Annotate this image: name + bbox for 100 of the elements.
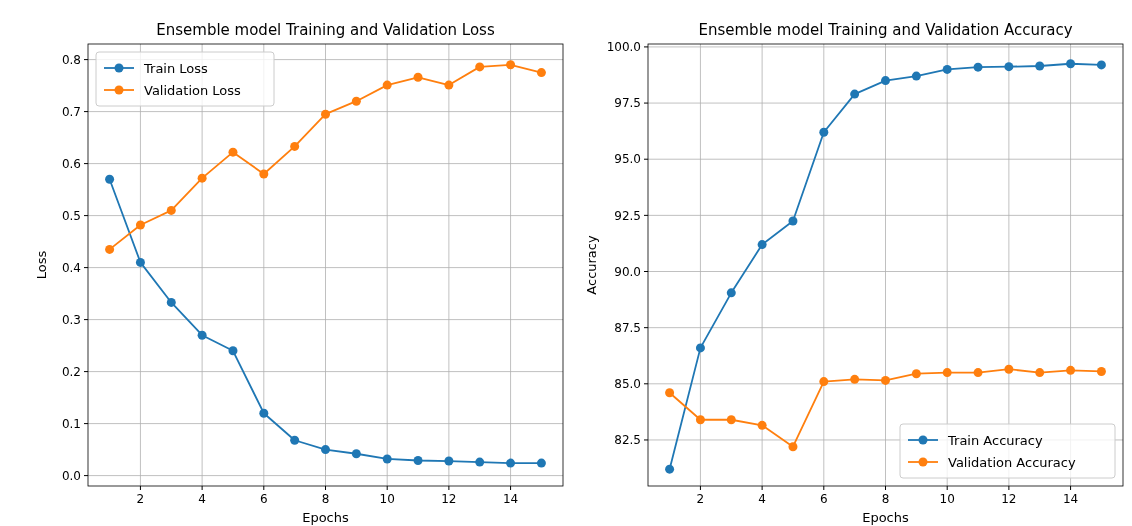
x-tick-label: 2 — [136, 492, 145, 506]
y-tick-label: 0.4 — [61, 260, 81, 275]
point — [444, 456, 454, 466]
point — [166, 297, 176, 307]
legend-label: Train Loss — [143, 60, 209, 76]
x-tick-label: 2 — [696, 492, 705, 506]
point — [536, 68, 546, 78]
point — [788, 442, 798, 452]
x-tick-label: 12 — [441, 492, 457, 506]
point — [726, 288, 736, 298]
point — [973, 62, 983, 72]
point — [321, 109, 330, 119]
x-tick-label: 6 — [819, 492, 828, 506]
point — [506, 458, 516, 468]
point — [695, 343, 705, 353]
point — [351, 96, 361, 106]
chart-title: Ensemble model Training and Validation Loss — [156, 21, 495, 39]
point — [105, 174, 115, 184]
x-tick-label: 8 — [881, 492, 890, 506]
y-axis-title: Loss — [34, 250, 49, 280]
y-tick-label: 0.6 — [61, 156, 81, 171]
point — [819, 127, 829, 137]
point — [444, 80, 454, 90]
y-tick-label: 85.0 — [614, 377, 641, 392]
point — [850, 89, 860, 99]
y-tick-label: 0.0 — [61, 468, 81, 483]
point — [413, 72, 423, 82]
y-tick-label: 0.7 — [61, 104, 81, 119]
x-tick-label: 14 — [502, 492, 519, 506]
point — [290, 435, 300, 445]
point — [259, 169, 269, 179]
point — [135, 257, 145, 267]
y-tick-label: 82.5 — [614, 433, 641, 448]
y-tick-label: 95.0 — [614, 152, 641, 167]
point — [757, 240, 767, 250]
point — [726, 415, 736, 425]
point — [757, 420, 767, 430]
point — [942, 368, 952, 378]
point — [1096, 60, 1106, 70]
y-tick-label: 0.5 — [61, 208, 81, 223]
legend-label: Validation Loss — [144, 82, 242, 98]
point — [228, 147, 238, 157]
point — [475, 457, 485, 467]
chart-title: Ensemble model Training and Validation Accuracy — [698, 21, 1073, 39]
point — [290, 141, 300, 151]
point — [259, 408, 269, 418]
point — [506, 60, 516, 70]
point — [1096, 366, 1106, 376]
point — [665, 388, 675, 398]
point — [665, 464, 675, 474]
x-tick-label: 12 — [1001, 492, 1017, 506]
x-tick-label: 10 — [379, 492, 395, 506]
y-tick-label: 92.5 — [614, 208, 641, 223]
point — [536, 458, 546, 468]
x-axis-title: Epochs — [862, 510, 910, 525]
y-tick-label: 97.5 — [614, 96, 641, 111]
y-tick-label: 100.0 — [606, 40, 641, 55]
point — [1066, 59, 1076, 69]
y-tick-label: 0.2 — [61, 364, 81, 379]
point — [881, 375, 890, 385]
x-tick-label: 8 — [321, 492, 330, 506]
y-tick-label: 0.8 — [61, 52, 81, 67]
point — [105, 244, 115, 254]
point — [197, 173, 207, 183]
x-tick-label: 10 — [939, 492, 955, 506]
point — [1004, 62, 1014, 72]
x-tick-label: 6 — [259, 492, 268, 506]
point — [1035, 368, 1045, 378]
x-tick-label: 14 — [1062, 492, 1079, 506]
point — [819, 377, 829, 387]
point — [973, 368, 983, 378]
point — [881, 76, 890, 86]
point — [166, 205, 176, 215]
x-tick-label: 4 — [198, 492, 206, 506]
point — [911, 71, 921, 81]
y-axis-title: Accuracy — [584, 235, 599, 295]
point — [850, 374, 860, 384]
point — [942, 64, 952, 74]
point — [1004, 364, 1014, 374]
legend-label: Train Accuracy — [947, 432, 1043, 448]
x-axis-title: Epochs — [302, 510, 350, 525]
point — [228, 346, 238, 356]
y-tick-label: 0.1 — [61, 416, 81, 431]
point — [1066, 365, 1076, 375]
point — [911, 369, 921, 379]
point — [382, 80, 392, 90]
point — [695, 415, 705, 425]
point — [413, 456, 423, 466]
point — [382, 454, 392, 464]
point — [321, 445, 330, 455]
point — [135, 220, 145, 230]
y-tick-label: 0.3 — [61, 312, 81, 327]
point — [351, 449, 361, 459]
y-tick-label: 87.5 — [614, 320, 641, 335]
x-tick-label: 4 — [758, 492, 766, 506]
point — [197, 330, 207, 340]
legend-label: Validation Accuracy — [948, 454, 1076, 470]
y-tick-label: 90.0 — [614, 264, 641, 279]
point — [1035, 61, 1045, 71]
point — [475, 62, 485, 72]
